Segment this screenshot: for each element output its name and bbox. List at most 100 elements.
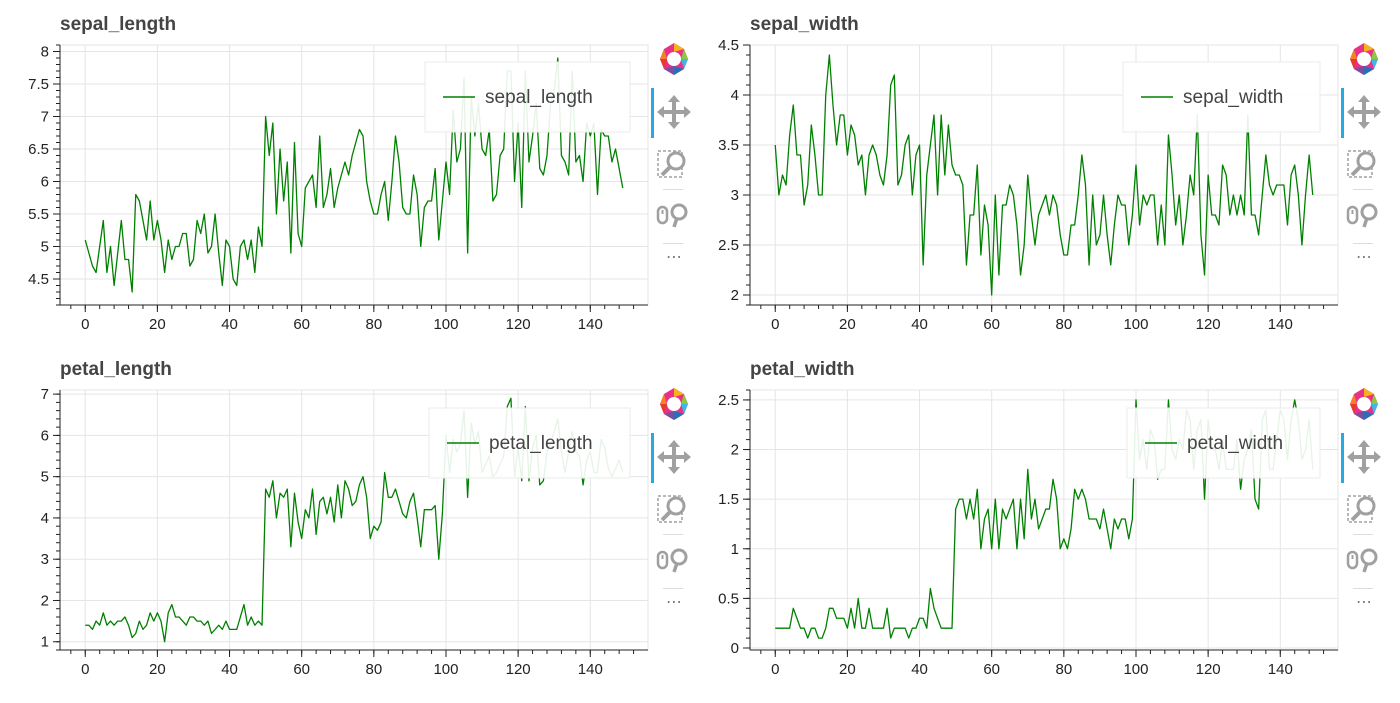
plot-svg[interactable]: petal_length 0 20 40 60 80 100 120 140 1 2 3 4 5 6 7 pet… (0, 345, 650, 690)
wheel-zoom-icon[interactable] (1345, 197, 1383, 235)
y-tick-label: 0 (731, 640, 739, 657)
x-tick-label: 60 (293, 661, 310, 678)
box-zoom-icon[interactable] (655, 491, 693, 529)
y-tick-label: 5.5 (28, 206, 49, 223)
y-tick-label: 2 (731, 287, 739, 304)
x-tick-label: 20 (839, 316, 856, 333)
y-tick-label: 5 (41, 239, 49, 256)
x-tick-label: 120 (506, 661, 531, 678)
pan-icon[interactable] (1345, 93, 1383, 131)
plot-title: petal_length (60, 359, 172, 380)
more-icon[interactable]: ⋯ (1356, 592, 1372, 611)
legend[interactable]: sepal_length (424, 61, 631, 133)
y-tick-label: 3.5 (718, 137, 739, 154)
y-tick-label: 7 (41, 109, 49, 126)
box-zoom-icon[interactable] (1345, 491, 1383, 529)
legend[interactable]: sepal_width (1122, 61, 1321, 133)
x-tick-label: 60 (983, 316, 1000, 333)
plot-svg[interactable]: sepal_width 0 20 40 60 80 100 120 140 2 2.5 3 3.5 4 4.… (690, 0, 1340, 345)
x-tick-label: 20 (149, 661, 166, 678)
toolbar-separator (1353, 588, 1373, 589)
y-tick-label: 4 (731, 87, 739, 104)
toolbar-separator (663, 588, 683, 589)
legend-label: petal_width (1187, 433, 1283, 454)
bokeh-logo-icon[interactable] (655, 40, 693, 78)
bokeh-logo-icon[interactable] (1345, 385, 1383, 423)
wheel-zoom-icon[interactable] (655, 197, 693, 235)
y-tick-label: 1 (41, 634, 49, 651)
y-tick-label: 6 (41, 174, 49, 191)
legend[interactable]: petal_width (1126, 407, 1321, 479)
wheel-zoom-icon[interactable] (655, 542, 693, 580)
more-icon[interactable]: ⋯ (1356, 247, 1372, 266)
toolbar-separator (663, 189, 683, 190)
more-icon[interactable]: ⋯ (666, 592, 682, 611)
y-tick-label: 6 (41, 427, 49, 444)
toolbar-separator (1353, 189, 1373, 190)
pan-icon[interactable] (655, 93, 693, 131)
legend[interactable]: petal_length (428, 407, 631, 479)
chart-panel-sepal-width: sepal_width 0 20 40 60 80 100 120 140 2 2.5 3 3.5 4 4.… (690, 0, 1383, 345)
x-tick-label: 80 (1055, 661, 1072, 678)
y-tick-label: 4.5 (28, 271, 49, 288)
plot-toolbar: ⋯ (1341, 40, 1383, 270)
y-tick-label: 3 (41, 551, 49, 568)
plot-title: sepal_length (60, 14, 176, 35)
legend-label: sepal_width (1183, 87, 1283, 108)
series-line (774, 54, 1314, 296)
x-tick-label: 0 (771, 316, 779, 333)
x-tick-label: 80 (365, 661, 382, 678)
legend-label: petal_length (489, 433, 593, 454)
y-tick-label: 8 (41, 44, 49, 61)
x-tick-label: 140 (578, 316, 603, 333)
x-tick-label: 40 (911, 661, 928, 678)
x-tick-label: 40 (911, 316, 928, 333)
y-tick-label: 7 (41, 386, 49, 403)
x-tick-label: 80 (365, 316, 382, 333)
x-tick-label: 100 (433, 661, 458, 678)
x-tick-label: 0 (771, 661, 779, 678)
legend-label: sepal_length (485, 87, 593, 108)
x-tick-label: 60 (983, 661, 1000, 678)
y-tick-label: 2 (731, 442, 739, 459)
bokeh-logo-icon[interactable] (1345, 40, 1383, 78)
y-tick-label: 0.5 (718, 590, 739, 607)
plot-title: petal_width (750, 359, 855, 380)
y-tick-label: 1 (731, 541, 739, 558)
y-tick-label: 2 (41, 592, 49, 609)
toolbar-separator (663, 534, 683, 535)
x-tick-label: 80 (1055, 316, 1072, 333)
x-tick-label: 140 (1268, 661, 1293, 678)
more-icon[interactable]: ⋯ (666, 247, 682, 266)
y-tick-label: 6.5 (28, 141, 49, 158)
x-tick-label: 0 (81, 661, 89, 678)
plot-svg[interactable]: petal_width 0 20 40 60 80 100 120 140 0 0.5 1 1.5 2 2.… (690, 345, 1340, 690)
x-tick-label: 120 (506, 316, 531, 333)
y-tick-label: 7.5 (28, 76, 49, 93)
plot-svg[interactable]: sepal_length 0 20 40 60 80 100 120 140 4.5 5 5.5 6 6.… (0, 0, 650, 345)
x-tick-label: 140 (1268, 316, 1293, 333)
box-zoom-icon[interactable] (1345, 146, 1383, 184)
box-zoom-icon[interactable] (655, 146, 693, 184)
plot-toolbar: ⋯ (1341, 385, 1383, 615)
x-tick-label: 60 (293, 316, 310, 333)
x-tick-label: 0 (81, 316, 89, 333)
active-tool-indicator (1341, 433, 1344, 483)
wheel-zoom-icon[interactable] (1345, 542, 1383, 580)
x-tick-label: 120 (1196, 661, 1221, 678)
x-tick-label: 20 (839, 661, 856, 678)
bokeh-logo-icon[interactable] (655, 385, 693, 423)
chart-panel-petal-width: petal_width 0 20 40 60 80 100 120 140 0 0.5 1 1.5 2 2.… (690, 345, 1383, 690)
plot-toolbar: ⋯ (651, 40, 693, 270)
pan-icon[interactable] (655, 438, 693, 476)
toolbar-separator (1353, 534, 1373, 535)
x-tick-label: 120 (1196, 316, 1221, 333)
pan-icon[interactable] (1345, 438, 1383, 476)
x-tick-label: 100 (1123, 661, 1148, 678)
y-tick-label: 2.5 (718, 237, 739, 254)
active-tool-indicator (651, 88, 654, 138)
chart-panel-petal-length: petal_length 0 20 40 60 80 100 120 140 1 2 3 4 5 6 7 pet… (0, 345, 693, 690)
y-tick-label: 1.5 (718, 491, 739, 508)
toolbar-separator (663, 243, 683, 244)
plot-title: sepal_width (750, 14, 859, 35)
